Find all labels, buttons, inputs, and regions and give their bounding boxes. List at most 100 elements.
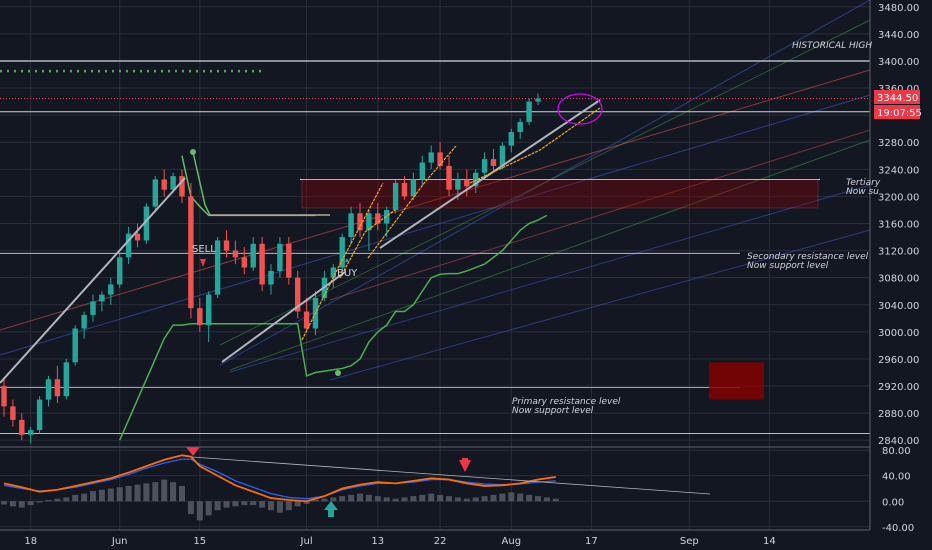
candle-body [481, 159, 488, 173]
trend-channels [0, 0, 871, 381]
y-tick-label: 2880.00 [878, 409, 919, 420]
osc-histogram-bar [365, 494, 372, 502]
osc-histogram-bar [161, 479, 168, 502]
y-tick-label: 3280.00 [878, 138, 919, 149]
osc-histogram-bar [125, 485, 132, 502]
candle-body [250, 243, 256, 268]
osc-histogram-bar [276, 501, 283, 513]
osc-histogram-bar [552, 498, 559, 502]
candle-body [188, 196, 194, 309]
target-zone [709, 362, 764, 400]
x-tick-label: 18 [24, 536, 37, 547]
countdown-tag-bg [874, 105, 920, 119]
osc-histogram-bar [454, 497, 461, 502]
osc-histogram-bar [410, 496, 417, 502]
osc-histogram-bar [330, 497, 337, 502]
resistance-zones [301, 179, 819, 400]
channel-line [0, 94, 871, 356]
candle-body [161, 179, 167, 190]
osc-sell-arrow-2 [459, 460, 471, 472]
buy-signal-label: BUY [337, 268, 358, 279]
osc-histogram-bar [517, 493, 524, 502]
y-tick-label: 2920.00 [878, 382, 919, 393]
candle-body [36, 399, 43, 431]
candle-body [10, 406, 16, 420]
candle-body [330, 267, 336, 278]
osc-buy-arrow-stem [328, 510, 334, 517]
osc-histogram-bar [98, 489, 105, 502]
candle-body [303, 311, 310, 329]
fib-path-4 [469, 107, 601, 184]
price-tag: 3344.50 19:07:55 [874, 90, 922, 119]
candle-body [179, 176, 185, 197]
x-tick-label: 13 [371, 536, 384, 547]
osc-histogram-bar [72, 494, 79, 502]
historical-high-label: HISTORICAL HIGH [792, 41, 872, 51]
annotation-layer: HISTORICAL HIGH Tertiary Now su Secondar… [192, 41, 881, 416]
osc-histogram-bar [543, 497, 550, 502]
osc-histogram-bar [312, 499, 319, 502]
channel-line [0, 69, 871, 331]
tertiary-level-label: Tertiary [846, 178, 881, 188]
osc-histogram-bar [1, 501, 7, 505]
candle-body [508, 132, 514, 146]
channel-line [219, 19, 871, 346]
candle-body [28, 430, 34, 435]
y-tick-label: 3120.00 [878, 247, 919, 258]
osc-histogram-bar [419, 494, 426, 502]
candle-body [81, 314, 87, 329]
oscillator-pane [1, 447, 711, 521]
candle-body [295, 277, 301, 312]
candle-body [286, 243, 292, 278]
osc-histogram-bar [348, 494, 355, 502]
channel-line [329, 129, 871, 301]
osc-histogram-bar [446, 496, 452, 502]
osc-histogram-bar [499, 493, 506, 502]
osc-histogram-bar [490, 494, 497, 502]
osc-divergence-line [191, 456, 711, 495]
candle-body [19, 419, 25, 435]
osc-y-tick-label: 80.00 [882, 446, 911, 457]
osc-histogram-bar [383, 497, 390, 502]
candle-body [526, 101, 532, 122]
candle-body [45, 379, 52, 400]
fib-path-1 [301, 182, 384, 341]
osc-histogram-bar [472, 497, 479, 502]
slow-line [119, 214, 548, 441]
osc-y-tick-label: -40.00 [882, 523, 914, 534]
y-tick-label: 2960.00 [878, 355, 919, 366]
osc-histogram-bar [81, 493, 88, 502]
osc-y-tick-label: 0.00 [882, 497, 904, 508]
indicator-end-dot [335, 370, 341, 376]
y-tick-label: 3360.00 [878, 84, 919, 95]
osc-histogram-bar [196, 501, 203, 521]
trendline-drawings [0, 93, 603, 384]
last-price-tag-bg [874, 90, 920, 104]
x-tick-label: 22 [434, 536, 447, 547]
candle-body [348, 213, 354, 238]
trendline-support [221, 271, 346, 363]
tertiary-level-sublabel: Now su [846, 187, 879, 197]
osc-histogram-bar [285, 501, 292, 511]
support-resistance-levels [0, 60, 870, 434]
tertiary-zone [301, 179, 819, 209]
osc-sell-arrow [186, 447, 200, 456]
last-price-tag: 3344.50 [877, 93, 918, 104]
candle-body [277, 243, 283, 271]
candle-body [134, 233, 141, 241]
candle-body [339, 237, 345, 268]
osc-histogram-bar [250, 501, 257, 506]
osc-histogram-bar [508, 492, 515, 502]
candle-body [214, 240, 221, 295]
osc-histogram-bar [63, 497, 70, 502]
osc-histogram-bar [374, 496, 381, 502]
candle-body [152, 179, 158, 207]
osc-histogram-bar [437, 494, 444, 502]
indicator-lines [119, 149, 548, 441]
sell-signal-label: SELL [192, 244, 216, 255]
osc-histogram-bar [481, 496, 488, 502]
candle-body [473, 172, 479, 187]
osc-histogram-bar [401, 497, 408, 502]
